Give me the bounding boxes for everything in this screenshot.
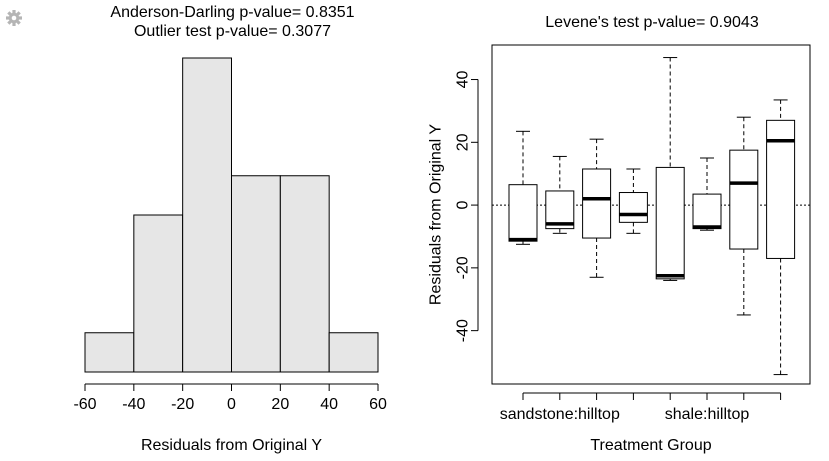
histogram-title-line-2: Outlier test p-value= 0.3077 [133, 23, 331, 40]
y-axis-label: Residuals from Original Y [428, 124, 445, 305]
y-tick-label: -20 [455, 256, 472, 279]
y-tick-label: 0 [455, 201, 472, 210]
plot-frame [491, 44, 811, 385]
x-tick-label: sandstone:hilltop [500, 406, 620, 423]
x-tick-label: 0 [227, 396, 236, 413]
x-tick-label: -60 [73, 396, 96, 413]
box [582, 168, 612, 239]
box [692, 193, 722, 230]
x-axis-label: Treatment Group [590, 437, 711, 454]
boxplot-chart: 40 20 0 -20 -40 Residuals from Original Y sand… [428, 44, 811, 454]
y-tick-label: 20 [455, 133, 472, 151]
histogram-bar [231, 175, 281, 373]
histogram-bar [279, 175, 330, 373]
y-tick-label: 40 [455, 71, 472, 89]
histogram-bar [182, 57, 233, 373]
histogram-chart: -60 -40 -20 0 20 40 60 Residuals from Original … [73, 57, 387, 454]
box [508, 184, 538, 242]
box [618, 192, 648, 223]
x-axis-label: Residuals from Original Y [141, 437, 322, 454]
histogram-bar [133, 214, 184, 373]
box [729, 149, 759, 250]
gear-icon[interactable] [4, 8, 24, 28]
y-tick-label: -40 [455, 319, 472, 342]
x-tick-label: 20 [271, 396, 289, 413]
x-tick-label: -20 [171, 396, 194, 413]
x-tick-label: shale:hilltop [665, 406, 750, 423]
histogram-title: Anderson-Darling p-value= 0.8351 Outlier… [70, 3, 395, 41]
histogram-bar [84, 332, 135, 373]
box [655, 166, 685, 280]
boxplot-title: Levene's test p-value= 0.9043 [545, 14, 759, 31]
histogram-bar [328, 332, 379, 373]
x-tick-label: -40 [122, 396, 145, 413]
x-tick-label: 40 [320, 396, 338, 413]
histogram-title-line-1: Anderson-Darling p-value= 0.8351 [110, 4, 355, 21]
box [766, 119, 796, 259]
x-tick-label: 60 [369, 396, 387, 413]
